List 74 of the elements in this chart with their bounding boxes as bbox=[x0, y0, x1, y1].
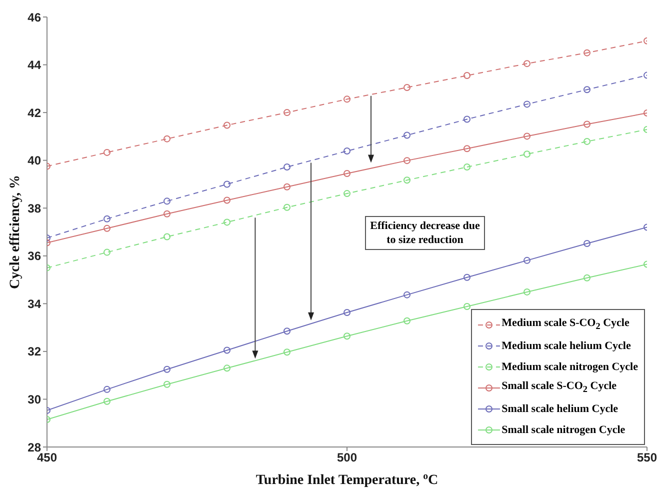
point bbox=[104, 215, 110, 222]
point bbox=[404, 157, 410, 164]
x-tick-label: 500 bbox=[336, 450, 358, 465]
point bbox=[164, 366, 170, 373]
point bbox=[464, 164, 470, 171]
y-tick-label: 44 bbox=[28, 58, 42, 72]
y-tick-label: 42 bbox=[28, 106, 42, 120]
point bbox=[224, 122, 230, 129]
point bbox=[524, 132, 530, 140]
legend-label: Medium scale nitrogen Cycle bbox=[502, 360, 638, 372]
point bbox=[284, 328, 290, 335]
point bbox=[524, 256, 530, 264]
point bbox=[584, 120, 590, 128]
point bbox=[344, 309, 350, 316]
point bbox=[404, 291, 410, 298]
point bbox=[104, 224, 110, 232]
point bbox=[524, 150, 530, 158]
point bbox=[404, 84, 410, 91]
point bbox=[464, 145, 470, 152]
point bbox=[164, 135, 170, 142]
point bbox=[404, 176, 410, 184]
point bbox=[344, 148, 350, 155]
point bbox=[284, 164, 290, 171]
point bbox=[164, 233, 170, 240]
point bbox=[344, 190, 350, 198]
point bbox=[224, 218, 230, 226]
point bbox=[104, 398, 110, 405]
point bbox=[584, 138, 590, 145]
point bbox=[464, 274, 470, 281]
point bbox=[524, 288, 530, 296]
y-tick-label: 30 bbox=[28, 392, 42, 406]
point bbox=[104, 148, 110, 156]
point bbox=[164, 210, 170, 218]
point bbox=[164, 198, 170, 205]
point bbox=[284, 109, 290, 116]
legend-label: Small scale helium Cycle bbox=[502, 402, 618, 414]
point bbox=[284, 183, 290, 190]
point bbox=[344, 332, 350, 340]
y-tick-label: 32 bbox=[28, 344, 42, 359]
point bbox=[404, 132, 410, 139]
point bbox=[224, 346, 230, 354]
point bbox=[224, 364, 230, 372]
point bbox=[404, 317, 410, 324]
point bbox=[284, 348, 290, 356]
x-axis-title: Turbine Inlet Temperature, $^{o}$C bbox=[256, 470, 438, 488]
point bbox=[464, 116, 470, 123]
annotation: Efficiency decrease due to size reduction bbox=[365, 216, 485, 250]
x-tick-label: 550 bbox=[636, 450, 658, 465]
point bbox=[464, 72, 470, 80]
point bbox=[524, 60, 530, 68]
legend-label: Small scale nitrogen Cycle bbox=[502, 424, 626, 436]
point bbox=[584, 274, 590, 282]
y-tick-label: 46 bbox=[28, 10, 42, 24]
point bbox=[284, 204, 290, 211]
point bbox=[584, 240, 590, 247]
point bbox=[584, 49, 590, 56]
point bbox=[344, 170, 350, 177]
y-axis-title: Cycle efficiency, % bbox=[8, 175, 23, 289]
point bbox=[464, 303, 470, 310]
legend-label: Small scale S-CO$_{2}$ Cycle bbox=[502, 380, 617, 395]
point bbox=[224, 196, 230, 204]
y-tick-label: 34 bbox=[28, 296, 42, 311]
y-tick-label: 36 bbox=[28, 249, 42, 264]
point bbox=[584, 86, 590, 94]
legend-label: Medium scale S-CO$_{2}$ Cycle bbox=[502, 317, 630, 332]
y-tick-label: 38 bbox=[28, 201, 42, 216]
legend-label: Medium scale helium Cycle bbox=[502, 340, 631, 352]
point bbox=[524, 100, 530, 108]
y-tick-label: 40 bbox=[28, 154, 42, 168]
point bbox=[224, 180, 230, 188]
point bbox=[344, 96, 350, 103]
point bbox=[164, 380, 170, 388]
point bbox=[104, 248, 110, 256]
point bbox=[104, 386, 110, 393]
